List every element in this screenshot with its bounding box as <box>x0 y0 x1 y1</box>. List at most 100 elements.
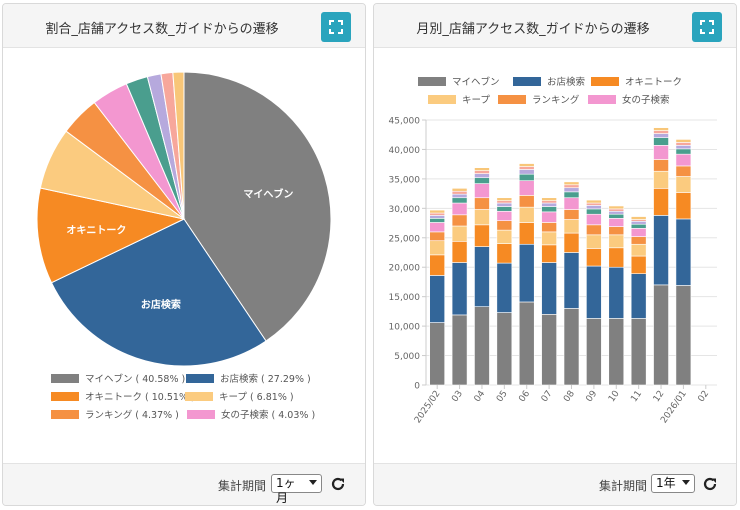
bar-segment <box>563 252 580 309</box>
bar-segment <box>630 236 647 245</box>
bar-segment <box>518 195 535 208</box>
bar-chart-panel: 月別_店舗アクセス数_ガイドからの遷移 0 5,000 10,000 15,000 20… <box>373 3 737 506</box>
bar-segment <box>653 159 669 172</box>
bar-segment <box>451 214 468 227</box>
legend-swatch <box>51 392 79 401</box>
panel-footer: 集計期間 1年 <box>374 463 736 505</box>
bar-segment <box>653 215 669 286</box>
bar-segment <box>653 127 669 131</box>
bar-segment <box>608 210 625 215</box>
bar-segment <box>429 322 445 386</box>
bar-segment <box>586 234 602 249</box>
chevron-down-icon <box>309 480 317 485</box>
legend-label: オキニトーク ( 10.51% ) <box>85 392 195 403</box>
pie-slice <box>183 71 332 342</box>
bar-segment <box>474 170 490 174</box>
bar-segment <box>541 197 557 201</box>
panel-body: マイヘブン お店検索 オキニトーク マイヘブン ( 40.58% ) お店検索 ( 27… <box>3 48 365 464</box>
x-tick-label: 02 <box>697 389 712 404</box>
bar-segment <box>496 220 513 231</box>
bar-segment <box>608 266 625 319</box>
bar-segment <box>518 301 535 386</box>
bar-segment <box>518 163 535 167</box>
bar-segment <box>653 137 669 146</box>
legend-swatch <box>186 374 214 383</box>
legend-swatch <box>513 77 541 86</box>
bar-segment <box>518 169 535 175</box>
refresh-icon[interactable] <box>330 476 346 492</box>
bar-segment <box>675 139 692 143</box>
legend-swatch <box>591 77 619 86</box>
bar-segment <box>630 255 647 275</box>
bar-segment <box>563 191 580 199</box>
bar-segment <box>451 188 468 192</box>
bar-segment <box>586 199 602 204</box>
bar-segment <box>653 284 669 386</box>
bar-segment <box>630 223 647 229</box>
chevron-down-icon <box>682 480 690 485</box>
bar-segment <box>675 165 692 177</box>
legend-label: オキニトーク <box>625 77 682 88</box>
refresh-icon[interactable] <box>702 476 718 492</box>
legend-label: キープ <box>462 95 490 106</box>
bar-segment <box>675 192 692 220</box>
legend-swatch <box>51 374 79 383</box>
bar-segment <box>541 206 557 213</box>
bar-segment <box>653 170 669 189</box>
slice-label: お店検索 <box>141 298 181 311</box>
slice-label: オキニトーク <box>66 224 126 236</box>
x-tick-label: 05 <box>495 389 510 404</box>
slice-label: マイヘブン <box>243 187 293 200</box>
bar-segment <box>496 229 513 244</box>
panel-footer: 集計期間 1ヶ月 <box>3 463 365 505</box>
bar-segment <box>630 220 647 225</box>
bar-segment <box>608 234 625 249</box>
bar-segment <box>630 216 647 220</box>
x-tick-label: 03 <box>450 389 465 404</box>
bar-segment <box>474 224 490 247</box>
bar-segment <box>541 244 557 263</box>
legend-label: キープ ( 6.81% ) <box>219 392 294 403</box>
bar-segment <box>429 212 445 216</box>
period-select-value: 1年 <box>656 476 676 490</box>
bar-segment <box>451 225 468 242</box>
bar-segment <box>518 243 535 303</box>
bar-segment <box>608 218 625 227</box>
bar-segment <box>496 197 513 201</box>
bar-segment <box>451 190 468 195</box>
period-select[interactable]: 1ヶ月 <box>271 474 322 505</box>
bar-segment <box>608 213 625 219</box>
bar-segment <box>496 243 513 264</box>
bar-segment <box>675 153 692 167</box>
pie-slice <box>50 218 267 367</box>
bar-segment <box>675 176 692 193</box>
period-label: 集計期間 <box>218 479 267 493</box>
bar-segment <box>496 200 513 204</box>
pie-chart-panel: 割合_店舗アクセス数_ガイドからの遷移 マイヘブン お店検索 オキニトーク マイヘブン… <box>2 3 366 506</box>
legend-swatch <box>51 410 79 419</box>
panel-header: 月別_店舗アクセス数_ガイドからの遷移 <box>374 4 736 48</box>
expand-button[interactable] <box>321 12 351 42</box>
bar-segment <box>586 318 602 386</box>
y-tick-label: 45,000 <box>389 117 421 127</box>
bar-segment <box>608 226 625 236</box>
bar-segment <box>541 314 557 386</box>
bar-segment <box>518 173 535 181</box>
expand-button[interactable] <box>692 12 722 42</box>
legend-swatch <box>498 95 526 104</box>
period-select[interactable]: 1年 <box>651 474 695 493</box>
bar-segment <box>563 232 580 253</box>
bar-segment <box>653 133 669 138</box>
bar-segment <box>675 218 692 286</box>
panel-body: 0 5,000 10,000 15,000 20,000 25,000 30,000 35,0… <box>374 48 736 464</box>
bar-segment <box>518 180 535 196</box>
bar-segment <box>518 206 535 223</box>
bar-segment <box>563 219 580 234</box>
bar-segment <box>474 209 490 226</box>
bar-segment <box>563 209 580 220</box>
legend-swatch <box>187 410 215 419</box>
panel-title: 割合_店舗アクセス数_ガイドからの遷移 <box>45 22 279 37</box>
bar-segment <box>474 177 490 184</box>
panel-header: 割合_店舗アクセス数_ガイドからの遷移 <box>3 4 365 48</box>
